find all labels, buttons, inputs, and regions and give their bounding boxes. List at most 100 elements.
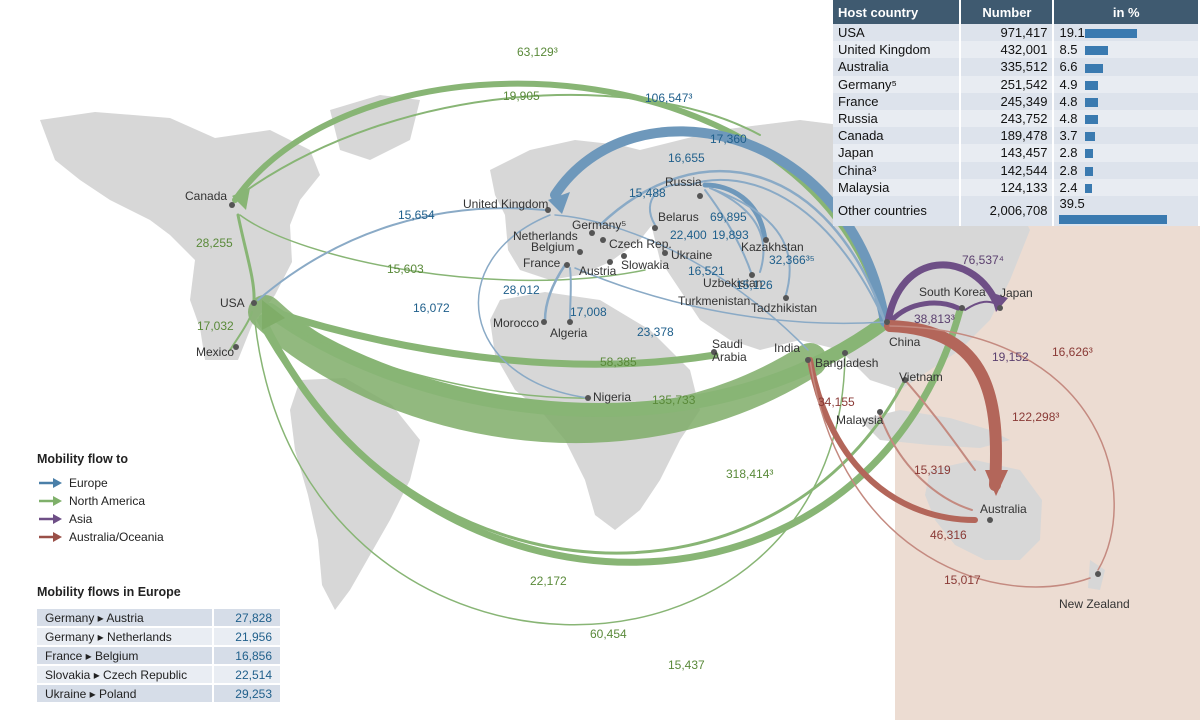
country-labels: Canada USA Mexico United Kingdom Netherl…: [185, 175, 1130, 611]
arrow-head-japan: [990, 292, 1008, 312]
host-country-percent: 39.5: [1059, 195, 1085, 211]
value-canada-flow: 28,255: [196, 236, 233, 250]
host-country-name: Malaysia: [833, 178, 962, 196]
host-country-percent: 19.1: [1059, 25, 1085, 41]
host-country-share-bar: [1085, 115, 1099, 125]
flow-india-uk: [554, 214, 809, 351]
label-austria: Austria: [579, 264, 617, 278]
value-19152: 19,152: [992, 350, 1029, 364]
label-czech: Czech Rep.: [609, 237, 672, 251]
value-17360: 17,360: [710, 132, 747, 146]
host-country-percent: 2.8: [1059, 162, 1078, 178]
flow-algeria-france: [569, 267, 572, 321]
host-country-number: 251,542: [960, 75, 1055, 93]
legend-items: Europe North America Asia Australia/Oceania: [37, 474, 164, 546]
value-15603: 15,603: [387, 262, 424, 276]
label-vietnam: Vietnam: [899, 370, 943, 384]
host-country-percent: 4.9: [1059, 76, 1078, 92]
europe-flows-table: Germany ▸ Austria 27,828 Germany ▸ Netherl…: [37, 609, 280, 704]
legend-arrow-icon: [39, 478, 62, 488]
host-country-number: 971,417: [960, 24, 1055, 42]
europe-flow-row: Ukraine ▸ Poland 29,253: [37, 684, 280, 704]
legend-item-label: Australia/Oceania: [69, 530, 164, 544]
flow-vietnam-australia: [904, 379, 976, 471]
value-17008: 17,008: [570, 305, 607, 319]
host-country-percent-cell: 6.6: [1053, 58, 1200, 76]
flow-morocco-france: [543, 263, 567, 322]
legend-item: Europe: [37, 474, 164, 492]
host-country-number: 335,512: [960, 58, 1055, 76]
host-table-row: USA 971,417 19.1: [833, 24, 1200, 42]
europe-flow-route: Slovakia ▸ Czech Republic: [37, 665, 213, 685]
host-country-share-bar: [1085, 166, 1094, 176]
label-netherlands: Netherlands: [513, 229, 578, 243]
flow-malaysia-australia: [879, 414, 973, 511]
value-15488: 15,488: [629, 186, 666, 200]
value-15126: 15,126: [736, 278, 773, 292]
host-country-number: 432,001: [960, 41, 1055, 59]
host-country-number: 243,752: [960, 109, 1055, 128]
label-new-zealand: New Zealand: [1059, 597, 1130, 611]
host-country-share-bar: [1085, 149, 1094, 159]
flow-top-canada: [239, 93, 761, 196]
host-country-percent-cell: 4.9: [1053, 75, 1200, 93]
value-58385: 58,385: [600, 355, 637, 369]
legend-arrow-icon: [39, 532, 62, 542]
label-usa: USA: [220, 296, 245, 310]
host-country-name: USA: [833, 24, 962, 42]
host-country-percent-cell: 39.5: [1053, 195, 1200, 226]
value-122298: 122,298³: [1012, 410, 1059, 424]
legend-item: Asia: [37, 510, 164, 528]
legend-item-label: Asia: [69, 512, 93, 526]
label-australia: Australia: [980, 502, 1027, 516]
label-morocco: Morocco: [493, 316, 539, 330]
legend-item-label: Europe: [69, 476, 108, 490]
value-318414: 318,414³: [726, 467, 773, 481]
host-country-name: China³: [833, 161, 962, 179]
flow-canada-usa: [236, 213, 256, 302]
arrow-head-uk: [548, 192, 570, 214]
europe-flow-route: Germany ▸ Austria: [37, 609, 213, 628]
host-table-row: Canada 189,478 3.7: [833, 127, 1200, 145]
host-table-row: Japan 143,457 2.8: [833, 144, 1200, 162]
host-country-percent-cell: 3.7: [1053, 127, 1200, 145]
label-tajikistan: Tadzhikistan: [751, 301, 817, 315]
host-country-percent: 8.5: [1059, 42, 1078, 58]
north-america-shape: [40, 112, 320, 360]
label-uk: United Kingdom: [463, 197, 548, 211]
host-country-percent: 4.8: [1059, 93, 1078, 109]
europe-shape: [490, 140, 680, 280]
value-16072: 16,072: [413, 301, 450, 315]
value-46316: 46,316: [930, 528, 967, 542]
value-china-canada: 63,129³: [517, 45, 558, 59]
flow-value-labels: 63,129³ 19,905 106,547³ 17,360 16,655 15…: [196, 45, 1093, 672]
label-south-korea: South Korea: [919, 285, 986, 299]
value-135733: 135,733: [652, 393, 696, 407]
host-country-number: 2,006,708: [960, 195, 1055, 226]
europe-flows-title: Mobility flows in Europe: [37, 585, 181, 599]
flow-nigeria-uk: [477, 214, 589, 399]
label-belgium: Belgium: [531, 240, 574, 254]
south-america-shape: [290, 378, 420, 610]
flow-uzb-russia: [709, 187, 765, 273]
host-country-number: 124,133: [960, 178, 1055, 196]
label-russia: Russia: [665, 175, 702, 189]
europe-flows-panel: Mobility flows in Europe Germany ▸ Austr…: [37, 585, 282, 704]
value-22172: 22,172: [530, 574, 567, 588]
host-country-share-bar: [1085, 97, 1099, 107]
host-country-number: 245,349: [960, 92, 1055, 110]
europe-flow-value: 29,253: [212, 684, 280, 704]
label-india: India: [774, 341, 800, 355]
host-table-row: Australia 335,512 6.6: [833, 58, 1200, 76]
host-country-name: Canada: [833, 127, 962, 145]
host-table-header: Host country Number in %: [833, 0, 1200, 24]
flow-arrows: [229, 80, 1115, 626]
arrow-head-australia: [985, 470, 1008, 496]
value-16521: 16,521: [688, 264, 725, 278]
value-32366: 32,366³⁵: [769, 253, 815, 267]
flow-china-australia: [884, 320, 1003, 491]
flow-nigeria-usa: [261, 311, 591, 399]
host-country-share-bar: [1085, 132, 1096, 142]
label-france: France: [523, 256, 561, 270]
label-germany: Germany⁵: [572, 218, 626, 232]
